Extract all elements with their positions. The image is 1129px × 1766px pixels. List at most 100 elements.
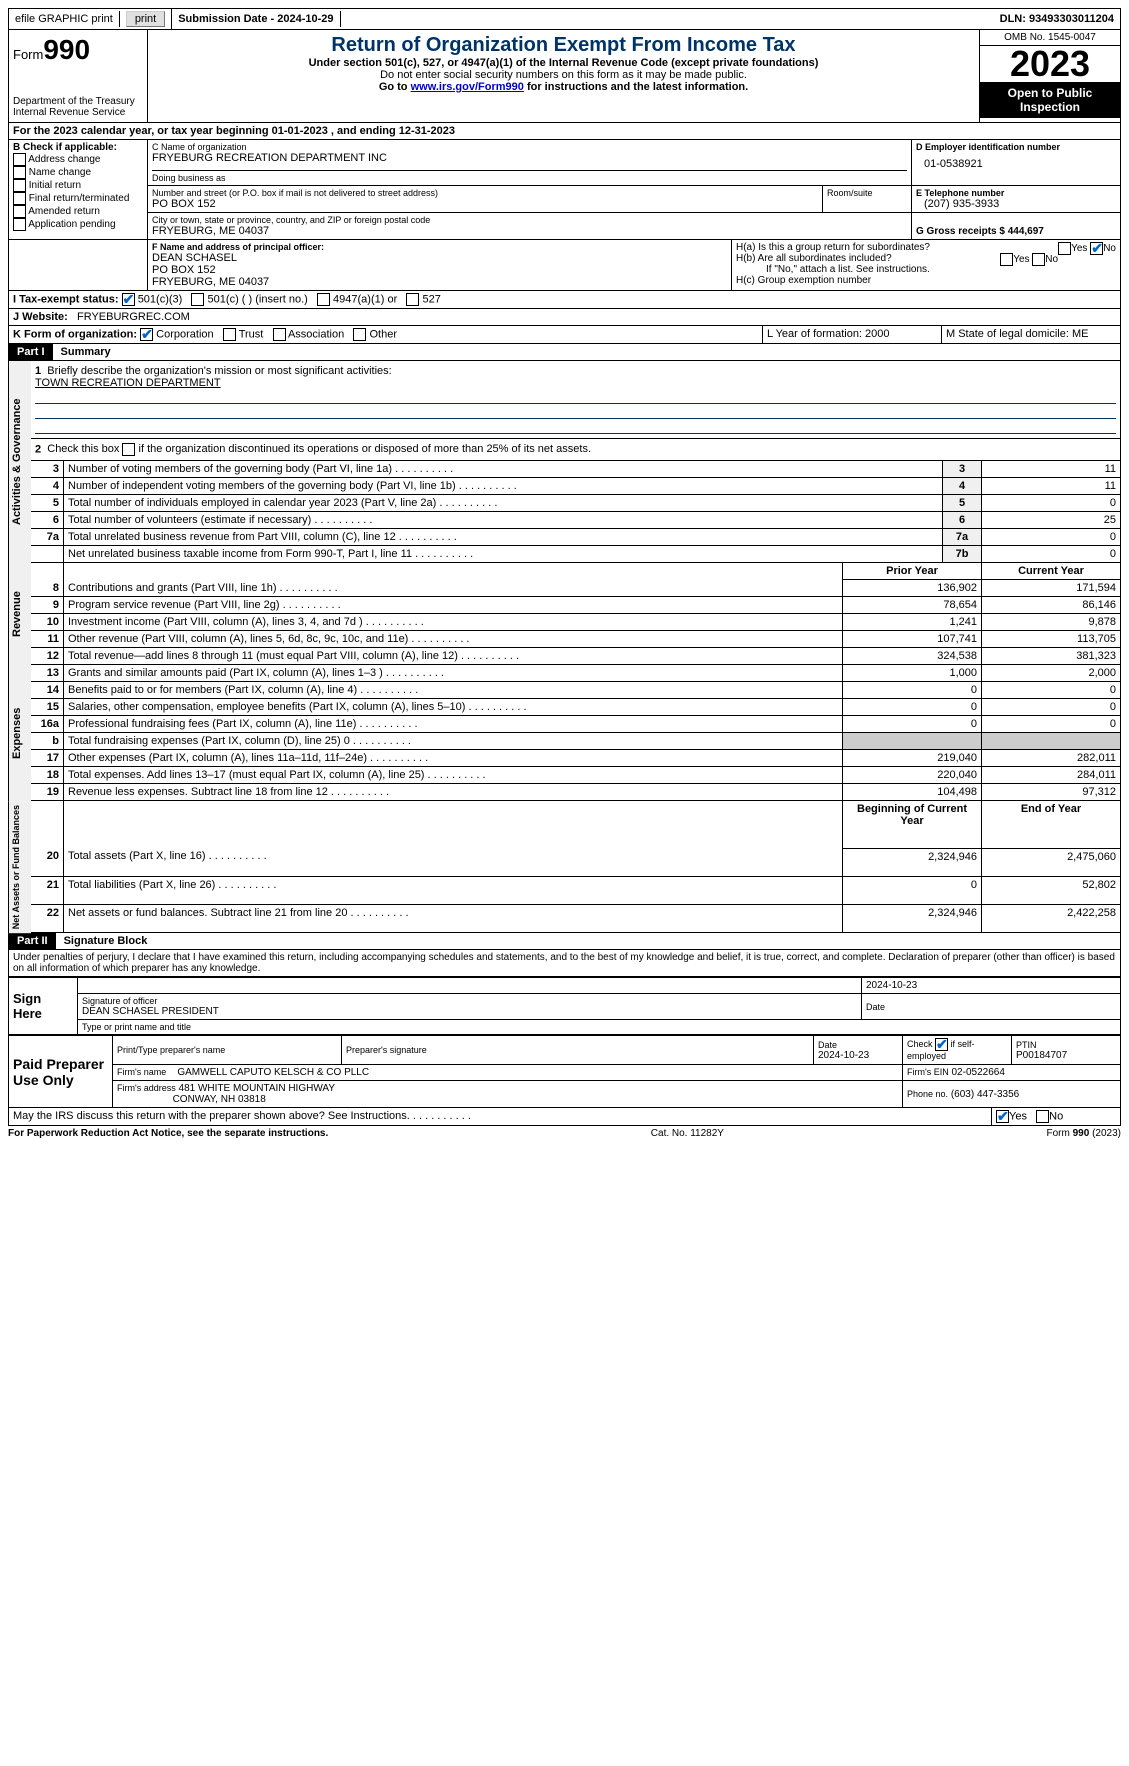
q2-checkbox[interactable] — [122, 443, 135, 456]
tax-year: 2023 — [980, 46, 1120, 82]
website-value: FRYEBURGREC.COM — [77, 311, 190, 323]
sign-here-label: Sign Here — [9, 978, 78, 1035]
firm-name: GAMWELL CAPUTO KELSCH & CO PLLC — [177, 1067, 369, 1078]
form-header: Form990 Department of the Treasury Inter… — [8, 30, 1121, 123]
ptin-value: P00184707 — [1016, 1050, 1116, 1061]
h-a: H(a) Is this a group return for subordin… — [736, 242, 1116, 253]
year-formation: L Year of formation: 2000 — [763, 326, 942, 343]
prep-date: 2024-10-23 — [818, 1050, 898, 1061]
declaration-text: Under penalties of perjury, I declare th… — [8, 950, 1121, 977]
addr-label: Number and street (or P.O. box if mail i… — [152, 188, 818, 198]
line-klm: K Form of organization: Corporation Trus… — [8, 326, 1121, 344]
form-subtitle-1: Under section 501(c), 527, or 4947(a)(1)… — [152, 57, 975, 69]
signature-block: Sign Here 2024-10-23 Signature of office… — [8, 977, 1121, 1035]
footer-left: For Paperwork Reduction Act Notice, see … — [8, 1128, 328, 1139]
sig-date: 2024-10-23 — [862, 978, 1121, 994]
boxb-option[interactable]: Initial return — [13, 179, 143, 192]
room-label: Room/suite — [827, 188, 907, 198]
firm-phone: (603) 447-3356 — [951, 1089, 1019, 1100]
public-inspection: Open to Public Inspection — [980, 82, 1120, 118]
boxb-option[interactable]: Application pending — [13, 218, 143, 231]
netassets-section: Net Assets or Fund Balances Beginning of… — [8, 801, 1121, 933]
q1-label: Briefly describe the organization's miss… — [47, 365, 391, 377]
assoc-checkbox[interactable] — [273, 328, 286, 341]
501c-checkbox[interactable] — [191, 293, 204, 306]
boxb-option[interactable]: Name change — [13, 166, 143, 179]
dept-label: Department of the Treasury Internal Reve… — [13, 96, 143, 118]
line-a: For the 2023 calendar year, or tax year … — [8, 123, 1121, 140]
efile-label: efile GRAPHIC print — [9, 11, 120, 27]
vlabel-revenue: Revenue — [8, 563, 31, 665]
discuss-no-checkbox[interactable] — [1036, 1110, 1049, 1123]
part1-header: Part ISummary — [8, 344, 1121, 361]
q2-label: Check this box if the organization disco… — [47, 443, 591, 455]
form-number: Form990 — [13, 34, 143, 66]
boxb-option[interactable]: Amended return — [13, 205, 143, 218]
section-bcdeg: B Check if applicable: Address change Na… — [8, 140, 1121, 240]
officer-label: F Name and address of principal officer: — [152, 242, 727, 252]
line-j: J Website: FRYEBURGREC.COM — [8, 309, 1121, 326]
prep-sig-label: Preparer's signature — [346, 1045, 809, 1055]
discuss-row: May the IRS discuss this return with the… — [8, 1108, 1121, 1126]
officer-addr2: FRYEBURG, ME 04037 — [152, 276, 727, 288]
officer-addr1: PO BOX 152 — [152, 264, 727, 276]
city-label: City or town, state or province, country… — [152, 215, 907, 225]
irs-link[interactable]: www.irs.gov/Form990 — [411, 81, 524, 93]
boxb-option[interactable]: Final return/terminated — [13, 192, 143, 205]
4947-checkbox[interactable] — [317, 293, 330, 306]
expenses-section: Expenses 13Grants and similar amounts pa… — [8, 665, 1121, 801]
addr-value: PO BOX 152 — [152, 198, 818, 210]
sig-officer-label: Signature of officer — [82, 996, 857, 1006]
org-name: FRYEBURG RECREATION DEPARTMENT INC — [152, 152, 907, 164]
gross-receipts: G Gross receipts $ 444,697 — [916, 226, 1044, 237]
firm-addr1: 481 WHITE MOUNTAIN HIGHWAY — [179, 1083, 336, 1094]
revenue-section: Revenue Prior YearCurrent Year8Contribut… — [8, 563, 1121, 665]
top-bar: efile GRAPHIC print print Submission Dat… — [8, 8, 1121, 30]
ein-value: 01-0538921 — [916, 152, 1116, 170]
vlabel-expenses: Expenses — [8, 665, 31, 801]
form-subtitle-3: Go to www.irs.gov/Form990 for instructio… — [152, 81, 975, 93]
line-i: I Tax-exempt status: 501(c)(3) 501(c) ( … — [8, 291, 1121, 309]
firm-addr2: CONWAY, NH 03818 — [173, 1094, 266, 1105]
ein-label: D Employer identification number — [916, 142, 1116, 152]
governance-table: 3Number of voting members of the governi… — [31, 461, 1121, 563]
netassets-table: Beginning of Current YearEnd of Year20To… — [31, 801, 1121, 933]
firm-ein: 02-0522664 — [952, 1067, 1005, 1078]
h-b-note: If "No," attach a list. See instructions… — [736, 264, 1116, 275]
expenses-table: 13Grants and similar amounts paid (Part … — [31, 665, 1121, 801]
phone-label: E Telephone number — [916, 188, 1116, 198]
preparer-block: Paid Preparer Use Only Print/Type prepar… — [8, 1035, 1121, 1108]
form-subtitle-2: Do not enter social security numbers on … — [152, 69, 975, 81]
527-checkbox[interactable] — [406, 293, 419, 306]
corp-checkbox[interactable] — [140, 328, 153, 341]
section-fh: F Name and address of principal officer:… — [8, 240, 1121, 291]
revenue-table: Prior YearCurrent Year8Contributions and… — [31, 563, 1121, 665]
sig-officer-name: DEAN SCHASEL PRESIDENT — [82, 1006, 857, 1017]
discuss-yes-checkbox[interactable] — [996, 1110, 1009, 1123]
other-checkbox[interactable] — [353, 328, 366, 341]
hb-no-checkbox[interactable] — [1032, 253, 1045, 266]
print-button[interactable]: print — [126, 11, 165, 27]
form-title: Return of Organization Exempt From Incom… — [152, 34, 975, 57]
part2-header: Part IISignature Block — [8, 933, 1121, 950]
self-employed-checkbox[interactable] — [935, 1038, 948, 1051]
prep-name-label: Print/Type preparer's name — [117, 1045, 337, 1055]
box-b-title: B Check if applicable: — [13, 142, 143, 153]
part1-body: Activities & Governance 1 Briefly descri… — [8, 361, 1121, 563]
trust-checkbox[interactable] — [223, 328, 236, 341]
officer-name: DEAN SCHASEL — [152, 252, 727, 264]
paid-preparer-label: Paid Preparer Use Only — [9, 1036, 113, 1108]
phone-value: (207) 935-3933 — [916, 198, 1116, 210]
h-c: H(c) Group exemption number — [736, 275, 1116, 286]
boxb-option[interactable]: Address change — [13, 153, 143, 166]
dba-label: Doing business as — [152, 170, 907, 183]
ha-no-checkbox[interactable] — [1090, 242, 1103, 255]
footer-right: Form 990 (2023) — [1047, 1128, 1121, 1139]
dln: DLN: 93493303011204 — [994, 11, 1120, 27]
501c3-checkbox[interactable] — [122, 293, 135, 306]
hb-yes-checkbox[interactable] — [1000, 253, 1013, 266]
state-domicile: M State of legal domicile: ME — [942, 326, 1120, 343]
city-value: FRYEBURG, ME 04037 — [152, 225, 907, 237]
page-footer: For Paperwork Reduction Act Notice, see … — [8, 1126, 1121, 1141]
ha-yes-checkbox[interactable] — [1058, 242, 1071, 255]
